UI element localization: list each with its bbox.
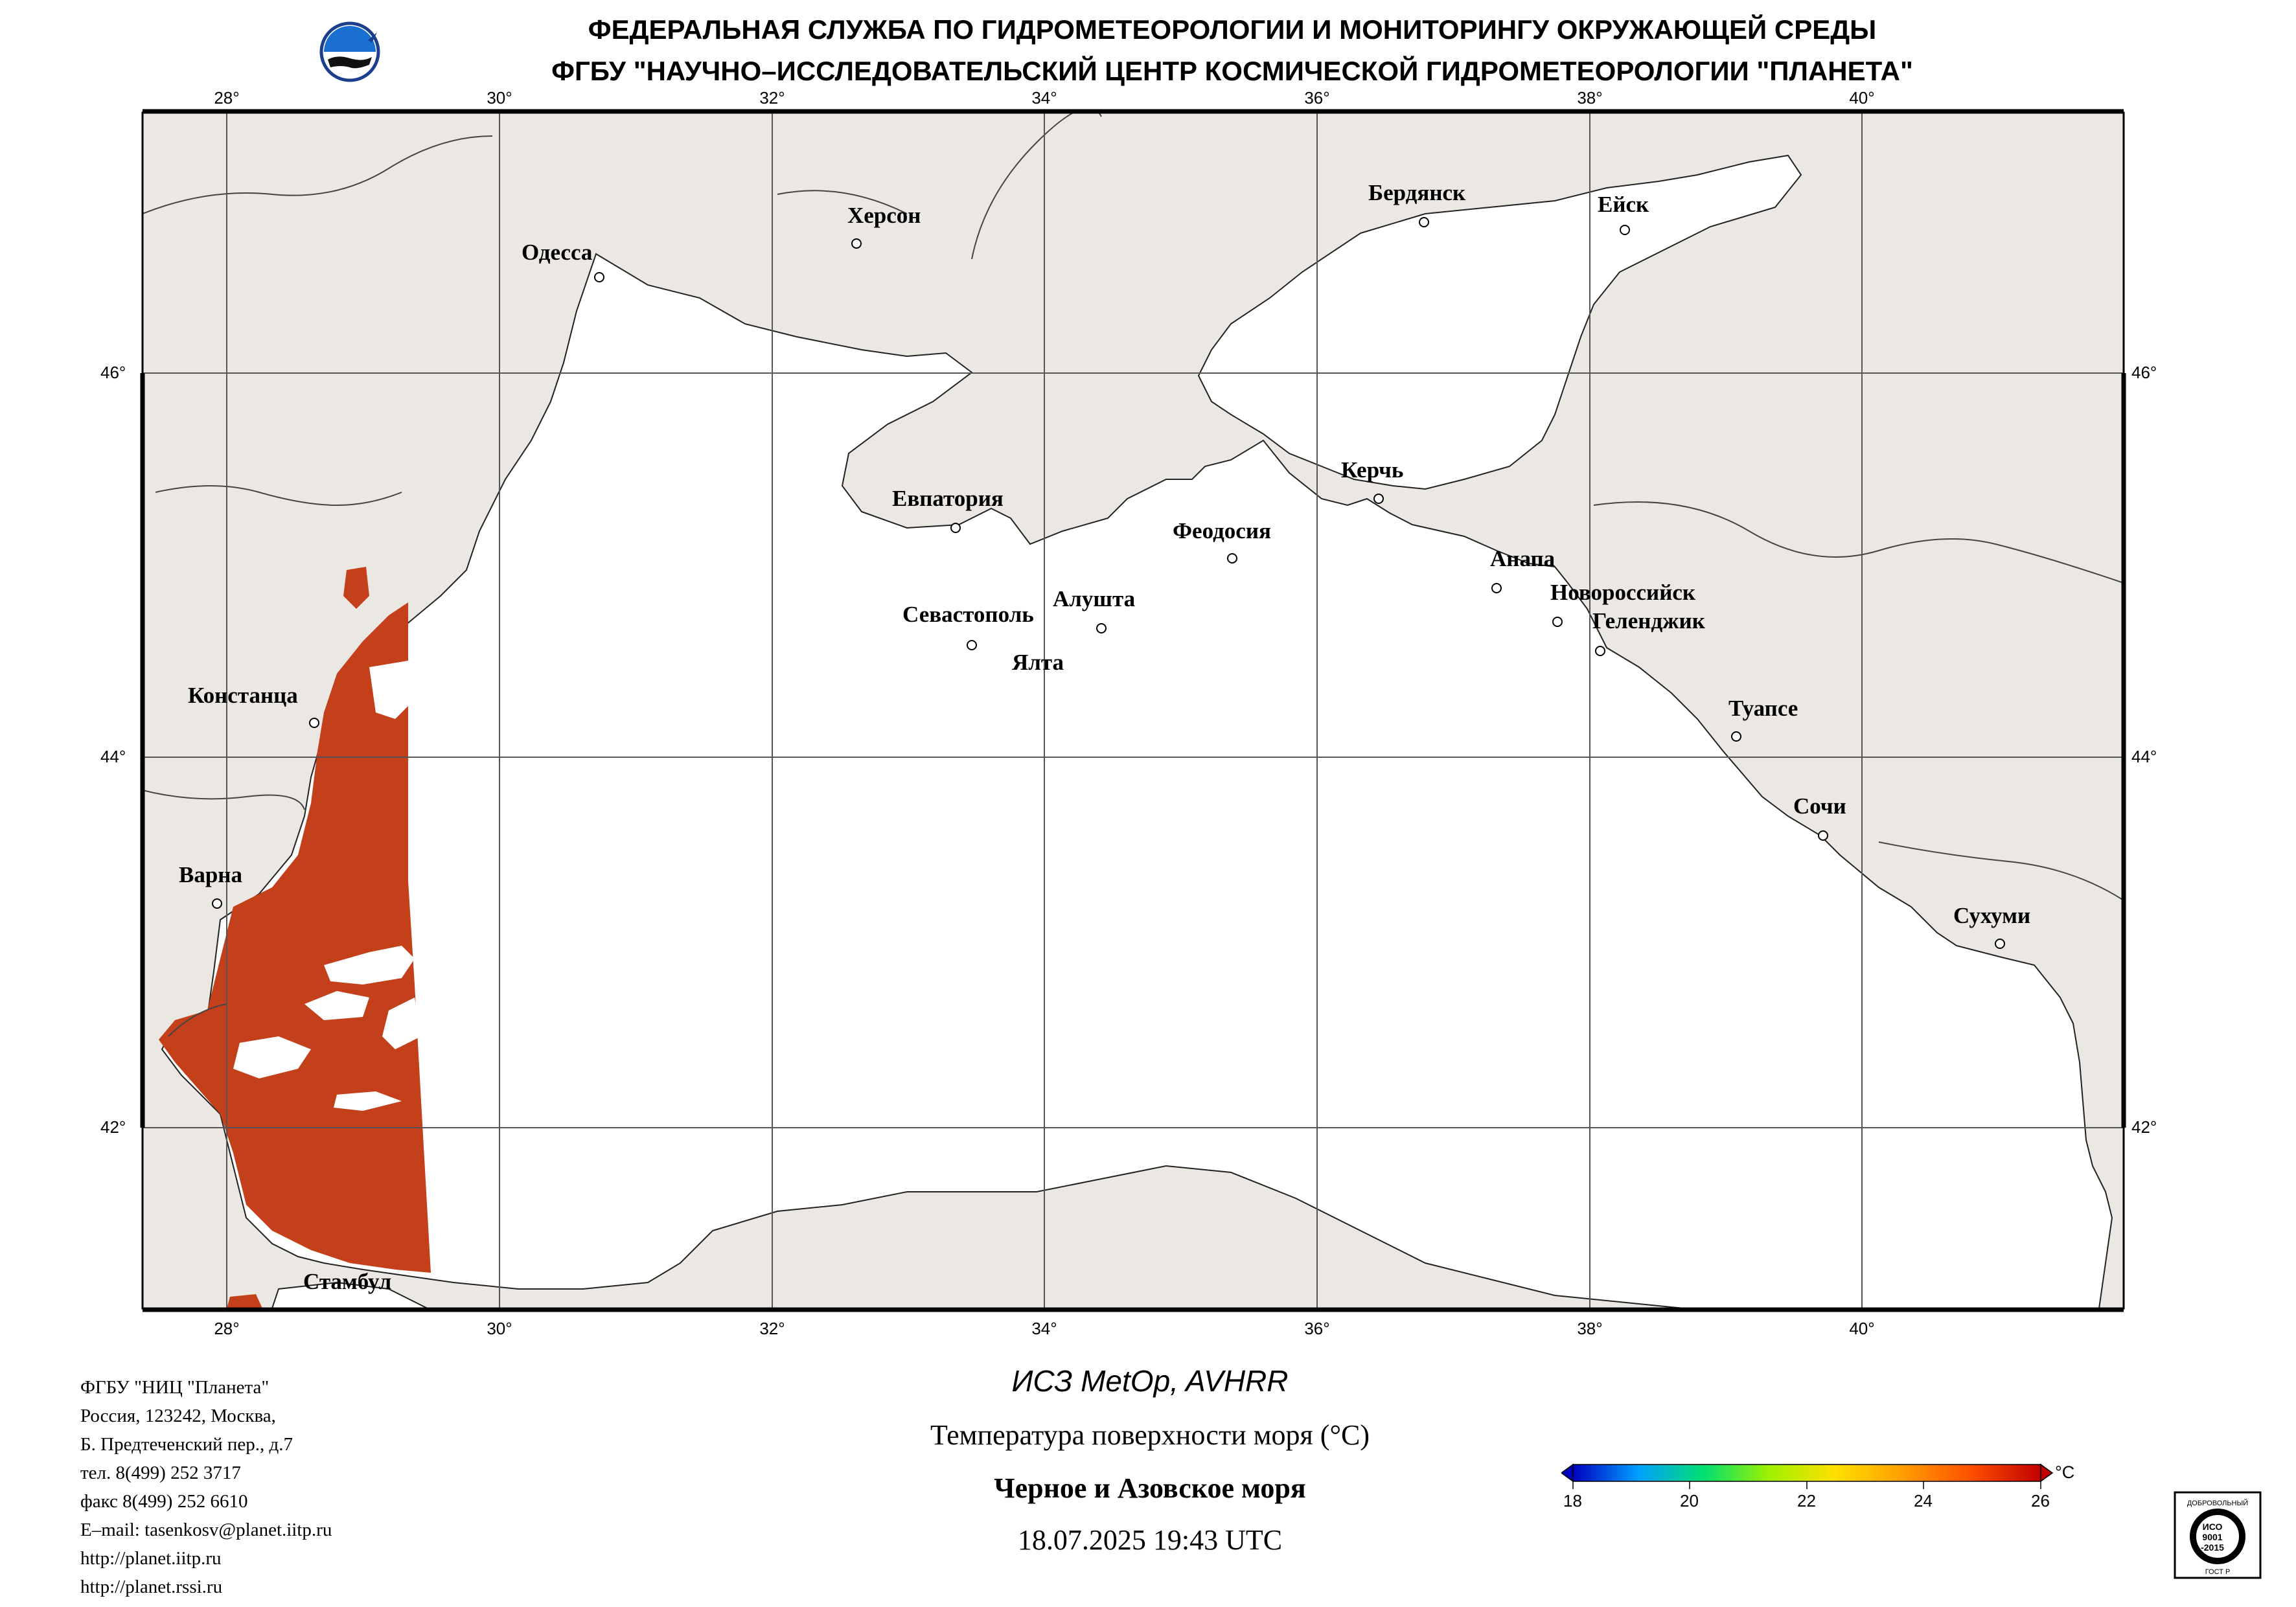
org-country: Россия, 123242, Москва, xyxy=(80,1406,276,1426)
colorbar-tick-20: 20 xyxy=(1680,1491,1699,1510)
sst-patch-north xyxy=(343,567,369,609)
lat-label-46-left: 46° xyxy=(100,363,126,382)
region-label: Черное и Азовское моря xyxy=(994,1472,1306,1504)
org-street: Б. Предтеченский пер., д.7 xyxy=(80,1434,293,1455)
lon-label-30-bottom: 30° xyxy=(487,1319,512,1338)
org-url-2: http://planet.rssi.ru xyxy=(80,1577,223,1597)
org-url-1: http://planet.iitp.ru xyxy=(80,1548,222,1569)
city-label-odesa: Одесса xyxy=(522,240,592,265)
lat-label-46-right: 46° xyxy=(2131,363,2157,382)
datetime-label: 18.07.2025 19:43 UTC xyxy=(1017,1524,1283,1556)
planeta-logo-icon xyxy=(319,21,380,82)
lon-label-28-top: 28° xyxy=(214,88,239,108)
lon-label-36-bottom: 36° xyxy=(1304,1319,1329,1338)
sst-patch-south xyxy=(227,1294,262,1308)
temperature-colorbar xyxy=(1561,1463,2054,1489)
org-fax: факс 8(499) 252 6610 xyxy=(80,1491,248,1512)
city-label-sevastopol: Севастополь xyxy=(902,602,1034,627)
lat-label-42-left: 42° xyxy=(100,1117,126,1137)
lon-label-30-top: 30° xyxy=(487,88,512,108)
header-title-line2: ФГБУ "НАУЧНО–ИССЛЕДОВАТЕЛЬСКИЙ ЦЕНТР КОС… xyxy=(551,56,1913,86)
header-title-line1: ФЕДЕРАЛЬНАЯ СЛУЖБА ПО ГИДРОМЕТЕОРОЛОГИИ … xyxy=(588,14,1877,45)
lat-label-44-right: 44° xyxy=(2131,747,2157,766)
city-label-sukhumi: Сухуми xyxy=(1953,903,2030,928)
lon-label-36-top: 36° xyxy=(1304,88,1329,108)
city-label-sochi: Сочи xyxy=(1793,793,1846,819)
lon-label-34-top: 34° xyxy=(1031,88,1057,108)
city-label-yeysk: Ейск xyxy=(1598,192,1649,217)
graticule xyxy=(143,113,2124,1308)
colorbar-tick-18: 18 xyxy=(1563,1491,1582,1510)
colorbar-tick-26: 26 xyxy=(2031,1491,2050,1510)
city-label-tuapse: Туапсе xyxy=(1728,696,1798,721)
city-label-yalta: Ялта xyxy=(1012,650,1064,675)
cloud-gaps xyxy=(233,661,421,1111)
lon-label-32-bottom: 32° xyxy=(759,1319,785,1338)
colorbar-tick-24: 24 xyxy=(1914,1491,1933,1510)
parameter-label: Температура поверхности моря (°C) xyxy=(930,1419,1370,1451)
iso-certificate-icon: ДОБРОВОЛЬНЫЙ ИСО 9001 -2015 ГОСТ Р xyxy=(2174,1491,2262,1579)
cert-year: -2015 xyxy=(2201,1542,2224,1553)
cert-iso: ИСО xyxy=(2203,1522,2223,1532)
city-label-alushta: Алушта xyxy=(1053,586,1135,611)
city-label-kherson: Херсон xyxy=(847,203,921,228)
city-label-berdyansk: Бердянск xyxy=(1368,180,1466,205)
org-email: E–mail: tasenkosv@planet.iitp.ru xyxy=(80,1520,332,1540)
satellite-label: ИСЗ MetOp, AVHRR xyxy=(1011,1364,1289,1398)
lat-label-44-left: 44° xyxy=(100,747,126,766)
organization-info: ФГБУ "НИЦ "Планета" Россия, 123242, Моск… xyxy=(80,1373,332,1601)
org-phone: тел. 8(499) 252 3717 xyxy=(80,1463,241,1483)
country-borders xyxy=(143,113,2124,1037)
city-markers xyxy=(212,217,2005,949)
sea-of-azov xyxy=(1197,154,1802,490)
black-sea-map: 28° 30° 32° 34° 36° 38° 40° 28° 30° 32° … xyxy=(100,88,2157,1338)
city-label-gelendzhik: Геленджик xyxy=(1592,608,1706,633)
city-label-istanbul: Стамбул xyxy=(303,1269,391,1294)
lon-label-40-top: 40° xyxy=(1849,88,1874,108)
city-label-yevpatoria: Евпатория xyxy=(892,486,1004,511)
lat-label-42-right: 42° xyxy=(2131,1117,2157,1137)
lon-label-32-top: 32° xyxy=(759,88,785,108)
cert-top-text: ДОБРОВОЛЬНЫЙ xyxy=(2187,1499,2248,1507)
lon-label-38-top: 38° xyxy=(1577,88,1602,108)
city-label-novorossiysk: Новороссийск xyxy=(1550,580,1696,605)
city-label-feodosia: Феодосия xyxy=(1173,518,1271,543)
org-name: ФГБУ "НИЦ "Планета" xyxy=(80,1377,270,1398)
lon-label-38-bottom: 38° xyxy=(1577,1319,1602,1338)
lon-label-34-bottom: 34° xyxy=(1031,1319,1057,1338)
city-label-anapa: Анапа xyxy=(1490,546,1555,571)
colorbar-tick-22: 22 xyxy=(1797,1491,1816,1510)
lon-label-28-bottom: 28° xyxy=(214,1319,239,1338)
city-label-kerch: Керчь xyxy=(1341,457,1403,483)
city-label-varna: Варна xyxy=(179,862,242,887)
sea-of-marmara xyxy=(271,1281,428,1308)
city-label-constanta: Констанца xyxy=(188,683,298,708)
cert-bottom-text: ГОСТ Р xyxy=(2205,1568,2231,1576)
cert-number: 9001 xyxy=(2202,1532,2222,1542)
frame-ticks xyxy=(140,109,2126,1312)
colorbar-unit: °C xyxy=(2055,1463,2075,1482)
lon-label-40-bottom: 40° xyxy=(1849,1319,1874,1338)
